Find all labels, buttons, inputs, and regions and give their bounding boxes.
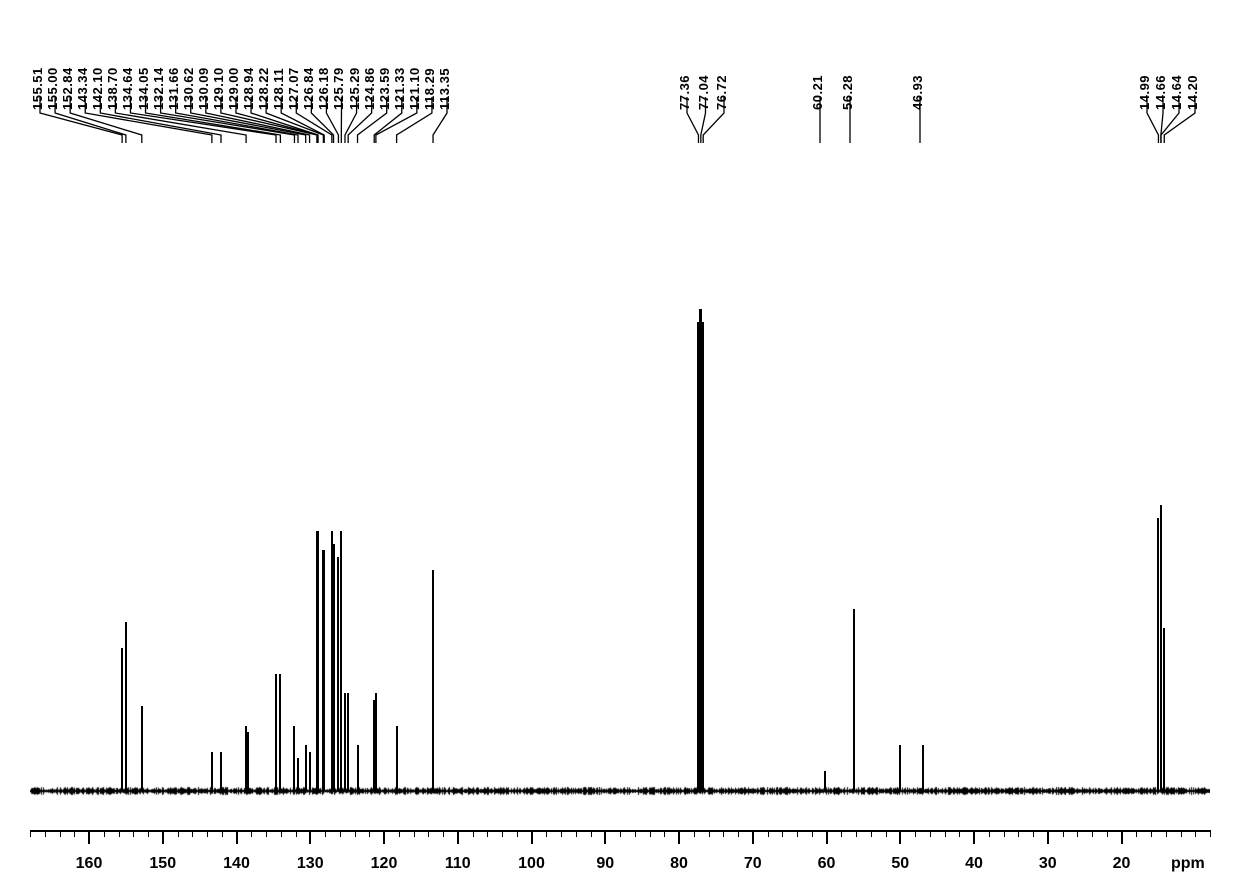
x-axis-minor-tick [1107,830,1108,837]
x-axis-minor-tick [635,830,636,837]
x-axis-minor-tick [797,830,798,837]
x-axis-minor-tick [1166,830,1167,837]
x-axis-minor-tick [782,830,783,837]
x-axis-major-tick [457,830,459,844]
x-axis-minor-tick [192,830,193,837]
x-axis-minor-tick [1033,830,1034,837]
x-axis-minor-tick [502,830,503,837]
x-axis-minor-tick [148,830,149,837]
x-axis-tick-label: 110 [445,855,471,873]
x-axis-tick-label: 50 [891,855,909,873]
x-axis-minor-tick [591,830,592,837]
x-axis-major-tick [236,830,238,844]
x-axis-minor-tick [266,830,267,837]
x-axis-tick-label: 100 [518,855,545,873]
x-axis-tick-label: 20 [1113,855,1131,873]
x-axis-minor-tick [133,830,134,837]
x-axis-minor-tick [856,830,857,837]
x-axis-major-tick [973,830,975,844]
x-axis-minor-tick [576,830,577,837]
x-axis-minor-tick [281,830,282,837]
x-axis-minor-tick [1210,830,1211,837]
x-axis-minor-tick [473,830,474,837]
x-axis-tick-label: 30 [1039,855,1057,873]
x-axis-minor-tick [620,830,621,837]
x-axis-tick-label: 160 [76,855,103,873]
x-axis-minor-tick [886,830,887,837]
x-axis-major-tick [88,830,90,844]
x-axis-minor-tick [546,830,547,837]
x-axis-minor-tick [414,830,415,837]
x-axis-minor-tick [1136,830,1137,837]
x-axis-tick-label: 150 [149,855,176,873]
x-axis-minor-tick [1151,830,1152,837]
x-axis-tick-label: 120 [371,855,398,873]
x-axis-major-tick [531,830,533,844]
x-axis-minor-tick [60,830,61,837]
x-axis-minor-tick [738,830,739,837]
x-axis-major-tick [309,830,311,844]
x-axis-minor-tick [768,830,769,837]
x-axis-major-tick [752,830,754,844]
x-axis-minor-tick [428,830,429,837]
x-axis-tick-label: 40 [965,855,983,873]
x-axis-major-tick [604,830,606,844]
x-axis-minor-tick [1195,830,1196,837]
x-axis-minor-tick [178,830,179,837]
x-axis-minor-tick [945,830,946,837]
x-axis-major-tick [1047,830,1049,844]
x-axis-minor-tick [812,830,813,837]
x-axis-minor-tick [694,830,695,837]
x-axis-minor-tick [30,830,31,837]
x-axis-minor-tick [561,830,562,837]
x-axis-major-tick [899,830,901,844]
x-axis-minor-tick [222,830,223,837]
x-axis-tick-label: 70 [744,855,762,873]
x-axis-minor-tick [45,830,46,837]
x-axis-minor-tick [1181,830,1182,837]
x-axis-unit-label: ppm [1171,855,1205,873]
nmr-spectrum: 155.51155.00152.84143.34142.10138.70134.… [0,0,1240,882]
x-axis-minor-tick [723,830,724,837]
x-axis-minor-tick [1092,830,1093,837]
x-axis-minor-tick [325,830,326,837]
x-axis-minor-tick [1018,830,1019,837]
x-axis-minor-tick [340,830,341,837]
x-axis-minor-tick [959,830,960,837]
x-axis-minor-tick [443,830,444,837]
x-axis-minor-tick [487,830,488,837]
x-axis-major-tick [383,830,385,844]
x-axis-minor-tick [74,830,75,837]
x-axis-minor-tick [1063,830,1064,837]
x-axis-minor-tick [207,830,208,837]
x-axis-major-tick [826,830,828,844]
x-axis-major-tick [162,830,164,844]
x-axis-minor-tick [119,830,120,837]
x-axis-minor-tick [915,830,916,837]
x-axis-minor-tick [841,830,842,837]
x-axis-minor-tick [296,830,297,837]
x-axis-minor-tick [664,830,665,837]
x-axis-tick-label: 60 [818,855,836,873]
x-axis-minor-tick [355,830,356,837]
x-axis-minor-tick [709,830,710,837]
x-axis-minor-tick [251,830,252,837]
x-axis-minor-tick [1077,830,1078,837]
x-axis-minor-tick [989,830,990,837]
x-axis-minor-tick [399,830,400,837]
x-axis-major-tick [1121,830,1123,844]
x-axis-tick-label: 140 [223,855,250,873]
x-axis-minor-tick [369,830,370,837]
x-axis-minor-tick [871,830,872,837]
x-axis-tick-label: 130 [297,855,324,873]
x-axis-minor-tick [1004,830,1005,837]
x-axis-minor-tick [650,830,651,837]
x-axis-major-tick [678,830,680,844]
x-axis-tick-label: 90 [596,855,614,873]
x-axis-tick-label: 80 [670,855,688,873]
x-axis-minor-tick [104,830,105,837]
peak-label-connectors [0,0,1240,882]
x-axis-minor-tick [517,830,518,837]
x-axis-minor-tick [930,830,931,837]
